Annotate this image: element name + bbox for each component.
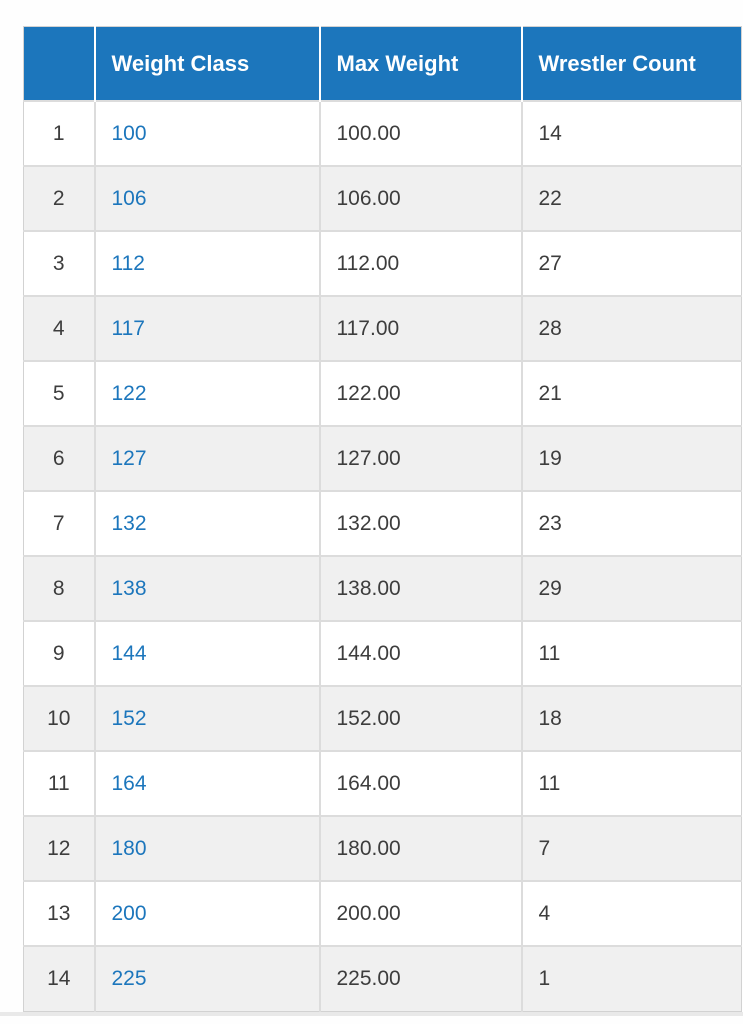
row-index: 9 bbox=[52, 641, 65, 665]
max-weight-cell: 138.00 bbox=[318, 556, 522, 621]
weight-class-link[interactable]: 112 bbox=[111, 251, 145, 275]
weight-class-link[interactable]: 164 bbox=[111, 771, 147, 795]
table-row: 3 112 112.00 27 bbox=[23, 231, 742, 296]
weight-class-link[interactable]: 122 bbox=[111, 381, 147, 405]
wrestler-count-cell: 19 bbox=[520, 426, 742, 491]
wrestler-count-cell: 1 bbox=[520, 946, 742, 1011]
max-weight-cell: 112.00 bbox=[318, 231, 522, 296]
table-row: 11 164 164.00 11 bbox=[23, 751, 742, 816]
weight-class-cell: 127 bbox=[93, 426, 320, 491]
table-row: 4 117 117.00 28 bbox=[23, 296, 742, 361]
results-table: Weight Class Max Weight Wrestler Count 1… bbox=[23, 26, 742, 1012]
column-header-max-weight[interactable]: Max Weight bbox=[318, 26, 522, 101]
weight-class-cell: 225 bbox=[93, 946, 320, 1011]
weight-class-cell: 144 bbox=[93, 621, 320, 686]
wrestler-count-cell: 4 bbox=[520, 881, 742, 946]
weight-class-link[interactable]: 132 bbox=[111, 511, 147, 535]
table-row: 1 100 100.00 14 bbox=[23, 101, 742, 166]
wrestler-count-cell: 11 bbox=[520, 751, 742, 816]
max-weight-cell: 180.00 bbox=[318, 816, 522, 881]
row-index: 10 bbox=[47, 706, 71, 730]
max-weight-cell: 164.00 bbox=[318, 751, 522, 816]
weight-class-link[interactable]: 138 bbox=[111, 576, 147, 600]
table-row: 6 127 127.00 19 bbox=[23, 426, 742, 491]
wrestler-count-cell: 22 bbox=[520, 166, 742, 231]
column-header-index[interactable] bbox=[23, 26, 95, 101]
max-weight-cell: 117.00 bbox=[318, 296, 522, 361]
weight-class-cell: 164 bbox=[93, 751, 320, 816]
weight-class-cell: 138 bbox=[93, 556, 320, 621]
table-row: 12 180 180.00 7 bbox=[23, 816, 742, 881]
table-row: 5 122 122.00 21 bbox=[23, 361, 742, 426]
wrestler-count-cell: 14 bbox=[520, 101, 742, 166]
max-weight-cell: 152.00 bbox=[318, 686, 522, 751]
table-header: Weight Class Max Weight Wrestler Count bbox=[23, 26, 742, 101]
row-index: 5 bbox=[52, 381, 65, 405]
weight-class-link[interactable]: 200 bbox=[111, 901, 147, 925]
weight-class-cell: 100 bbox=[93, 101, 320, 166]
wrestler-count-cell: 21 bbox=[520, 361, 742, 426]
table-body: 1 100 100.00 14 2 106 106.00 22 3 112 11… bbox=[23, 101, 742, 1011]
column-header-weight-class[interactable]: Weight Class bbox=[93, 26, 320, 101]
max-weight-cell: 132.00 bbox=[318, 491, 522, 556]
table-row: 9 144 144.00 11 bbox=[23, 621, 742, 686]
header-row: Weight Class Max Weight Wrestler Count bbox=[23, 26, 742, 101]
row-index: 11 bbox=[47, 771, 70, 795]
table-row: 14 225 225.00 1 bbox=[23, 946, 742, 1011]
row-index: 14 bbox=[47, 966, 71, 990]
table-row: 7 132 132.00 23 bbox=[23, 491, 742, 556]
max-weight-cell: 100.00 bbox=[318, 101, 522, 166]
weight-class-cell: 152 bbox=[93, 686, 320, 751]
horizontal-scrollbar-track[interactable] bbox=[0, 1012, 743, 1016]
weight-class-cell: 112 bbox=[93, 231, 320, 296]
row-index: 4 bbox=[52, 316, 65, 340]
wrestler-count-cell: 23 bbox=[520, 491, 742, 556]
weight-class-link[interactable]: 180 bbox=[111, 836, 147, 860]
wrestler-count-cell: 28 bbox=[520, 296, 742, 361]
weight-class-cell: 132 bbox=[93, 491, 320, 556]
table-row: 8 138 138.00 29 bbox=[23, 556, 742, 621]
row-index: 3 bbox=[52, 251, 65, 275]
row-index: 13 bbox=[47, 901, 71, 925]
max-weight-cell: 144.00 bbox=[318, 621, 522, 686]
table-row: 10 152 152.00 18 bbox=[23, 686, 742, 751]
wrestler-count-cell: 7 bbox=[520, 816, 742, 881]
max-weight-cell: 225.00 bbox=[318, 946, 522, 1011]
row-index: 2 bbox=[52, 186, 65, 210]
max-weight-cell: 122.00 bbox=[318, 361, 522, 426]
weight-class-link[interactable]: 152 bbox=[111, 706, 147, 730]
weight-class-cell: 122 bbox=[93, 361, 320, 426]
weight-class-link[interactable]: 127 bbox=[111, 446, 147, 470]
row-index: 7 bbox=[52, 511, 65, 535]
wrestler-count-cell: 18 bbox=[520, 686, 742, 751]
row-index: 1 bbox=[52, 121, 65, 145]
table-row: 2 106 106.00 22 bbox=[23, 166, 742, 231]
weight-class-link[interactable]: 106 bbox=[111, 186, 147, 210]
max-weight-cell: 200.00 bbox=[318, 881, 522, 946]
max-weight-cell: 127.00 bbox=[318, 426, 522, 491]
weight-class-link[interactable]: 225 bbox=[111, 966, 147, 990]
weight-class-cell: 180 bbox=[93, 816, 320, 881]
wrestler-count-cell: 27 bbox=[520, 231, 742, 296]
weight-class-link[interactable]: 117 bbox=[111, 316, 145, 340]
max-weight-cell: 106.00 bbox=[318, 166, 522, 231]
weight-class-cell: 106 bbox=[93, 166, 320, 231]
row-index: 12 bbox=[47, 836, 71, 860]
column-header-wrestler-count[interactable]: Wrestler Count bbox=[520, 26, 742, 101]
weight-class-link[interactable]: 100 bbox=[111, 121, 147, 145]
table-row: 13 200 200.00 4 bbox=[23, 881, 742, 946]
wrestler-count-cell: 11 bbox=[520, 621, 742, 686]
row-index: 6 bbox=[52, 446, 65, 470]
row-index: 8 bbox=[52, 576, 65, 600]
weight-class-link[interactable]: 144 bbox=[111, 641, 147, 665]
weight-class-cell: 200 bbox=[93, 881, 320, 946]
weight-class-cell: 117 bbox=[93, 296, 320, 361]
wrestler-count-cell: 29 bbox=[520, 556, 742, 621]
